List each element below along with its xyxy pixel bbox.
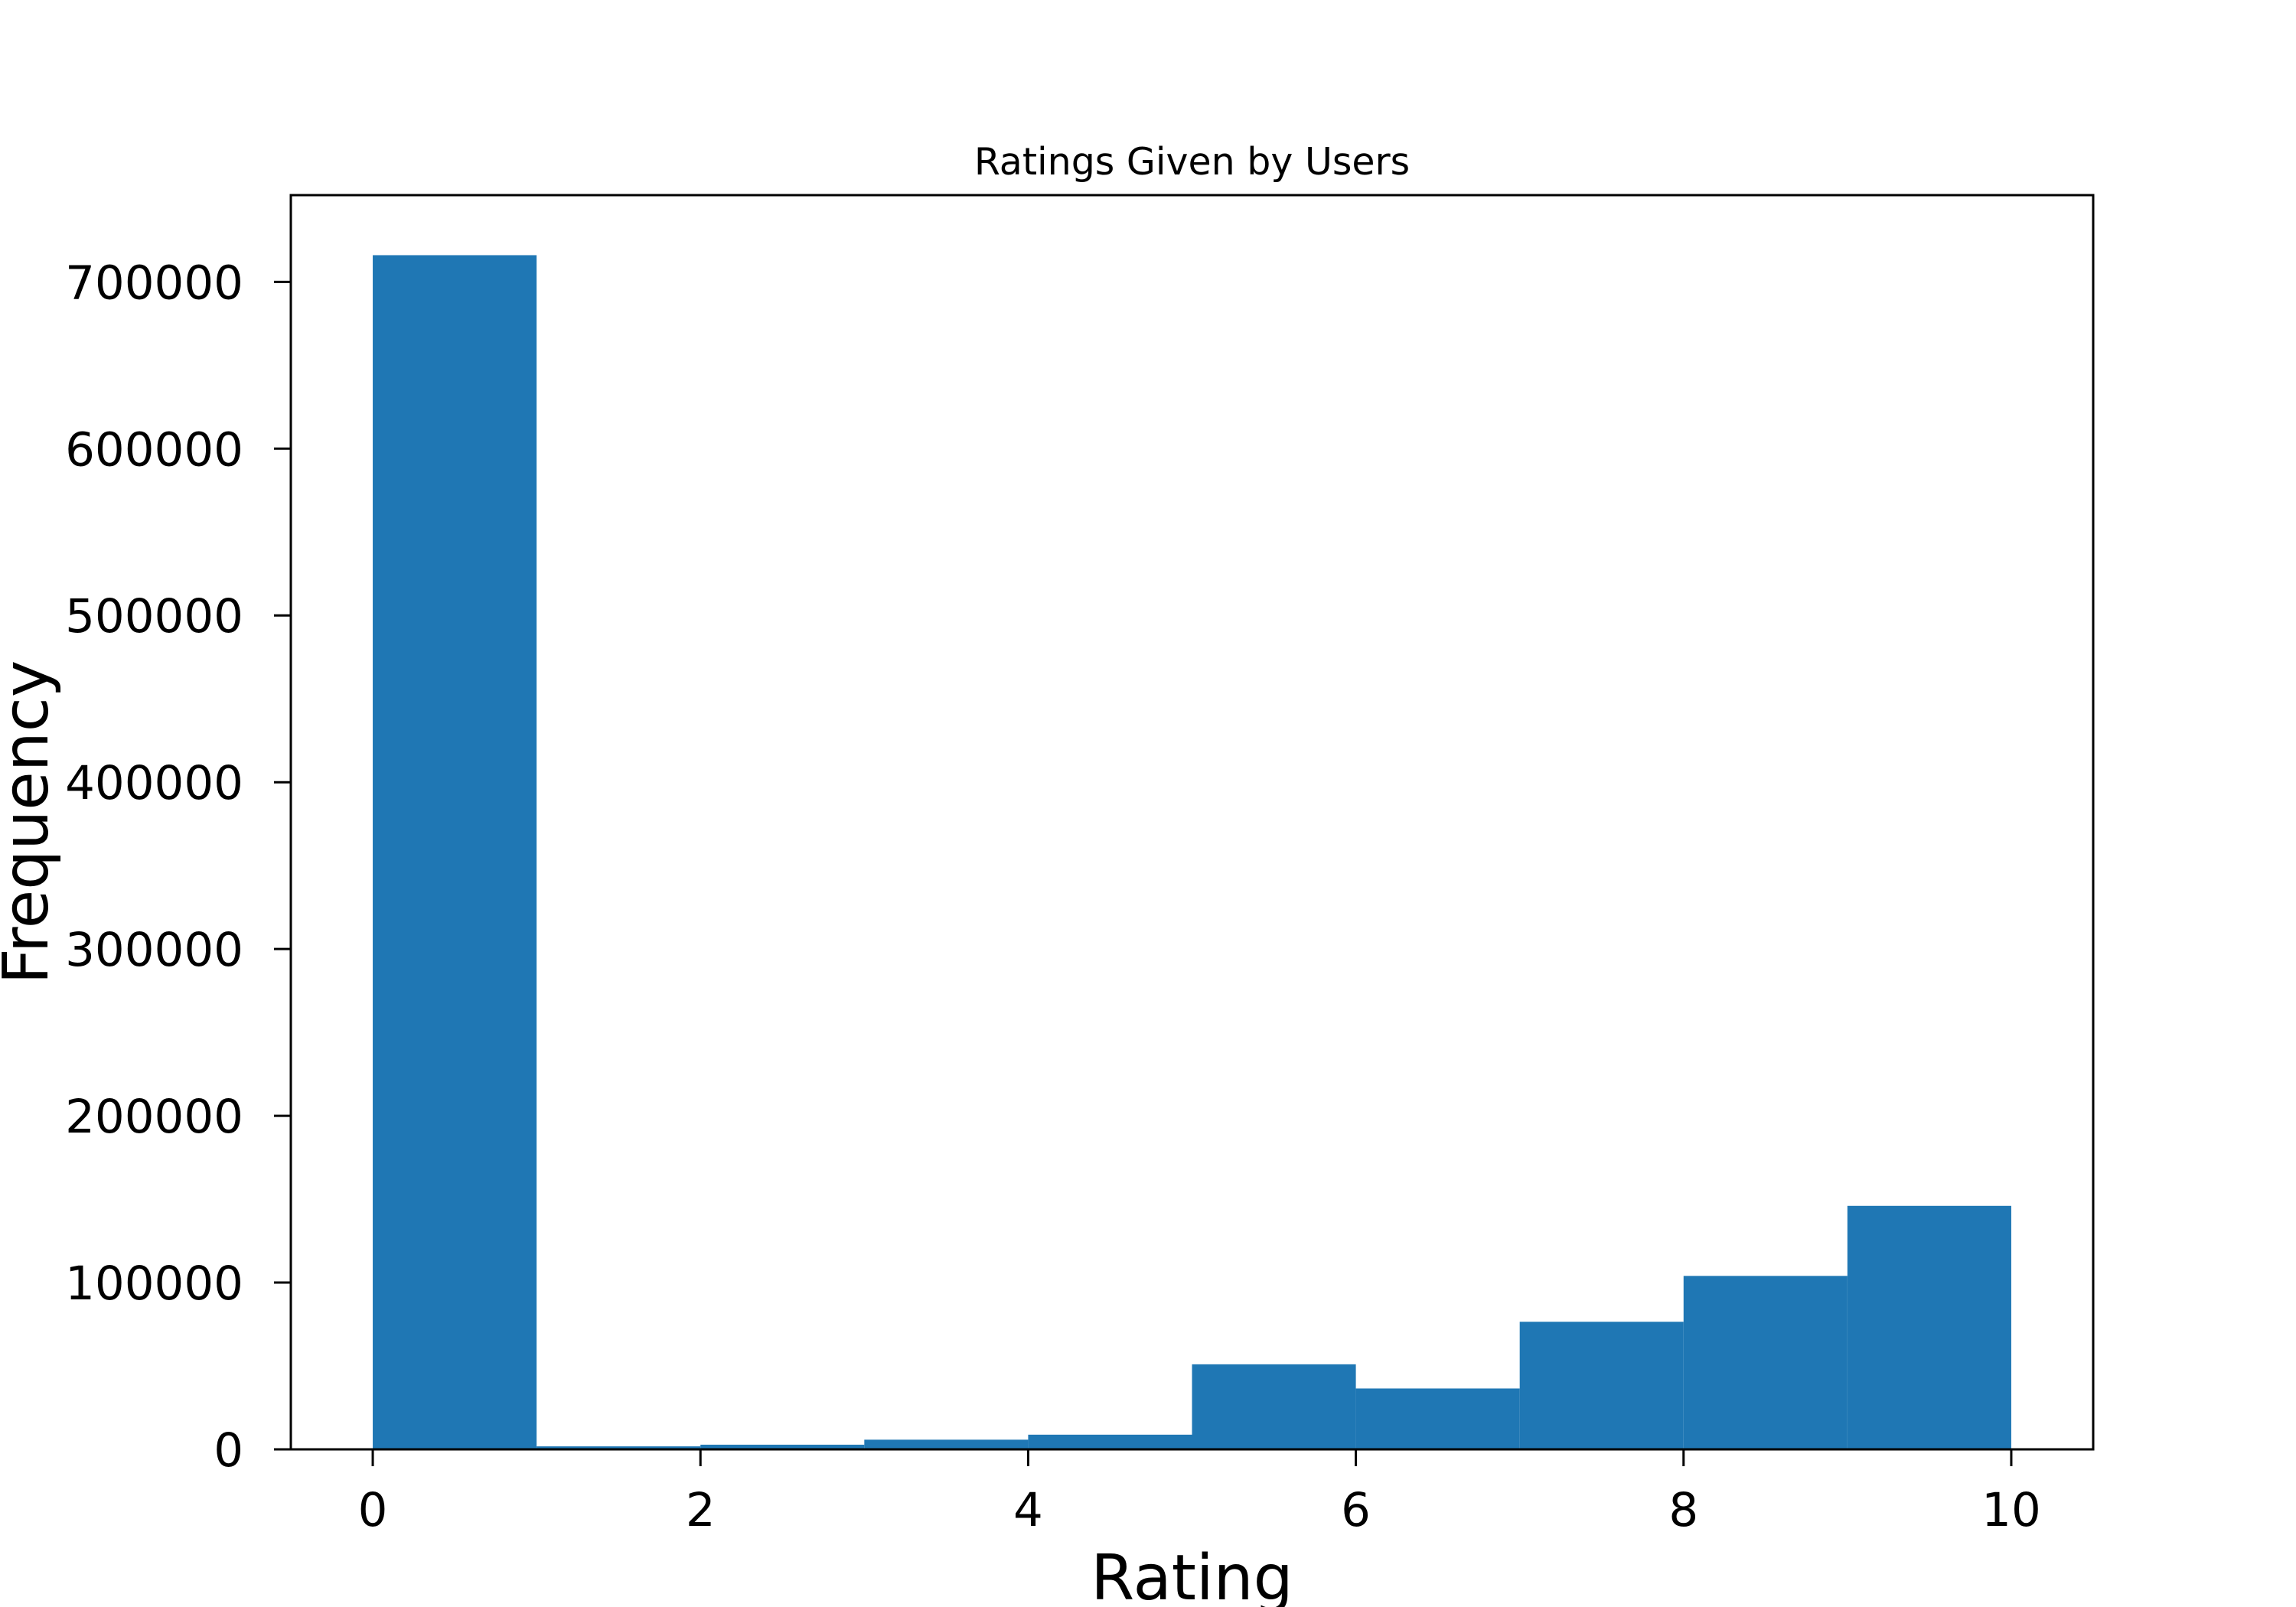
- y-axis-label: Frequency: [0, 660, 63, 985]
- y-tick-label: 700000: [65, 256, 243, 310]
- histogram-bar-3-4: [864, 1439, 1029, 1449]
- histogram-bar-6-7: [1355, 1388, 1520, 1449]
- y-tick-label: 200000: [65, 1090, 243, 1144]
- histogram-bar-7-8: [1519, 1322, 1684, 1449]
- x-tick-label: 6: [1341, 1483, 1371, 1537]
- plot-frame: [289, 194, 2095, 1451]
- y-tick-label: 100000: [65, 1257, 243, 1311]
- histogram-bar-4-5: [1028, 1434, 1192, 1449]
- histogram-bar-8-9: [1683, 1276, 1848, 1449]
- x-tick-label: 10: [1981, 1483, 2041, 1537]
- y-tick-label: 500000: [65, 589, 243, 644]
- histogram-bar-5-6: [1192, 1364, 1356, 1449]
- x-tick-label: 2: [686, 1483, 716, 1537]
- histogram-bar-1-2: [536, 1446, 701, 1449]
- y-tick-label: 600000: [65, 422, 243, 477]
- x-tick-label: 0: [358, 1483, 388, 1537]
- x-tick-label: 8: [1668, 1483, 1698, 1537]
- y-axis-ticks: 0 100000 200000 300000 400000 500000 600000 700…: [65, 256, 291, 1478]
- y-tick-label: 0: [214, 1423, 243, 1478]
- chart-title: Ratings Given by Users: [974, 140, 1410, 184]
- x-axis-label: Rating: [1091, 1542, 1293, 1607]
- y-tick-label: 300000: [65, 923, 243, 977]
- histogram-bar-2-3: [700, 1444, 865, 1449]
- histogram-bars: [373, 255, 2011, 1449]
- x-axis-ticks: 0 2 4 6 8 10: [358, 1449, 2041, 1537]
- x-tick-label: 4: [1013, 1483, 1043, 1537]
- y-tick-label: 400000: [65, 756, 243, 810]
- histogram-bar-9-10: [1847, 1205, 2011, 1449]
- histogram-bar-0-1: [373, 255, 537, 1449]
